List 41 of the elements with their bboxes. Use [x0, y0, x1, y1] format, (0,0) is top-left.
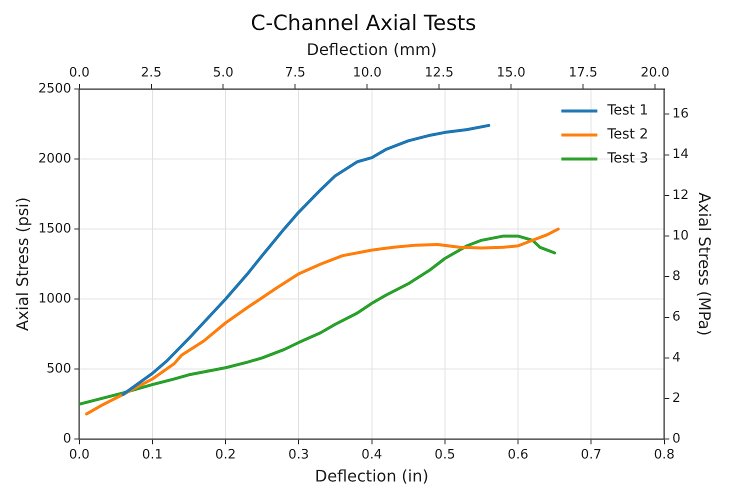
y2-tick-label: 6: [672, 310, 681, 325]
y-tick-label: 2500: [38, 81, 72, 96]
y2-tick-label: 2: [672, 390, 681, 406]
chart-title: C-Channel Axial Tests: [250, 11, 476, 36]
y-axis-title: Axial Stress (psi): [12, 197, 32, 332]
x2-tick-label: 5.0: [212, 66, 234, 81]
y-tick-label: 0: [63, 432, 72, 447]
y-tick-label: 1500: [38, 221, 72, 236]
x-tick-label: 0.2: [215, 447, 236, 462]
x2-tick-label: 20.0: [640, 66, 670, 81]
y2-tick-label: 16: [672, 106, 689, 122]
x-tick-label: 0.7: [580, 447, 602, 462]
x2-tick-label: 0.0: [68, 66, 90, 81]
x2-tick-label: 17.5: [568, 66, 598, 81]
y-tick-label: 500: [46, 362, 72, 377]
y2-tick-label: 4: [672, 350, 681, 366]
x2-tick-label: 2.5: [140, 66, 162, 81]
x-tick-label: 0.4: [361, 447, 382, 462]
x-tick-label: 0.1: [142, 447, 163, 462]
x-tick-label: 0.5: [434, 447, 456, 462]
x-tick-label: 0.0: [68, 447, 90, 462]
x2-tick-label: 7.5: [284, 66, 306, 81]
legend-label: Test 1: [606, 102, 648, 119]
x2-axis-title: Deflection (mm): [306, 40, 437, 59]
x-tick-label: 0.3: [288, 447, 309, 462]
legend-label: Test 2: [606, 126, 648, 143]
x-axis-title: Deflection (in): [314, 466, 429, 486]
x-tick-label: 0.8: [654, 447, 675, 462]
legend-label: Test 3: [606, 150, 648, 167]
x2-tick-label: 10.0: [352, 66, 382, 81]
y2-tick-label: 12: [672, 188, 689, 203]
y2-tick-label: 8: [672, 269, 681, 284]
y2-tick-label: 0: [672, 432, 681, 447]
y-tick-label: 2000: [38, 151, 72, 166]
x2-tick-label: 12.5: [424, 66, 454, 81]
y2-tick-label: 14: [672, 147, 689, 162]
y2-axis-title: Axial Stress (MPa): [695, 192, 714, 336]
x2-tick-label: 15.0: [496, 66, 526, 81]
y-tick-label: 1000: [38, 291, 72, 306]
x-tick-label: 0.6: [508, 447, 528, 462]
y2-tick-label: 10: [672, 228, 689, 244]
